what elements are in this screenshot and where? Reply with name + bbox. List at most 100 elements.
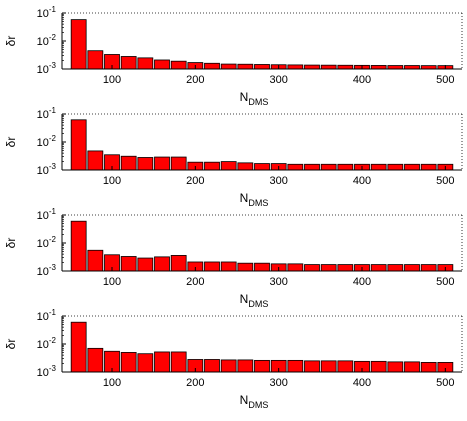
- x-tick-label: 200: [186, 377, 204, 389]
- bar: [237, 262, 254, 272]
- bar: [220, 161, 237, 171]
- chart-panel-1: 100 200 300 400 500 10-1 10-2 10-3 δr NDMS: [4, 5, 463, 107]
- bar: [237, 359, 254, 373]
- x-axis-label: NDMS: [240, 393, 269, 410]
- bar: [254, 163, 270, 171]
- bar: [370, 65, 387, 70]
- bar: [87, 50, 104, 70]
- chart-panel-4: 100 200 300 400 500 10-1 10-2 10-3 δr NDMS: [4, 308, 463, 410]
- bar: [237, 162, 254, 171]
- bar: [154, 156, 170, 171]
- chart-panel-3: 100 200 300 400 500 10-1 10-2 10-3 δr NDMS: [4, 207, 463, 309]
- bar: [204, 161, 220, 171]
- y-tick-label: 10-2: [37, 336, 57, 351]
- y-tick-label: 10-3: [37, 364, 57, 379]
- chart-panel-2: 100 200 300 400 500 10-1 10-2 10-3 δr NDMS: [4, 106, 463, 208]
- x-tick-label: 300: [269, 377, 287, 389]
- y-tick-label: 10-3: [37, 61, 57, 76]
- bar: [404, 65, 420, 70]
- x-tick-label: 500: [436, 175, 454, 187]
- bar: [170, 156, 187, 171]
- bar: [304, 360, 320, 373]
- bar: [154, 256, 170, 272]
- x-tick-label: 100: [103, 377, 121, 389]
- bar: [170, 255, 187, 272]
- x-tick-label: 200: [186, 175, 204, 187]
- x-tick-label: 100: [103, 276, 121, 288]
- bar: [320, 163, 337, 171]
- x-tick-label: 400: [353, 276, 371, 288]
- bar: [137, 157, 154, 171]
- y-tick-label: 10-1: [37, 106, 57, 121]
- bar: [304, 64, 320, 70]
- x-tick-label: 100: [103, 74, 121, 86]
- bar: [337, 64, 354, 70]
- bar: [254, 64, 270, 70]
- bar: [370, 360, 387, 373]
- bar: [304, 264, 320, 272]
- bar: [237, 63, 254, 70]
- bar: [420, 163, 437, 171]
- bar: [337, 264, 354, 272]
- x-tick-label: 400: [353, 377, 371, 389]
- bar: [87, 347, 104, 373]
- bar: [170, 351, 187, 373]
- x-tick-label: 200: [186, 74, 204, 86]
- y-tick-label: 10-1: [37, 207, 57, 222]
- y-axis-label: δr: [4, 238, 18, 249]
- y-axis-label: δr: [4, 339, 18, 350]
- bar: [220, 359, 237, 373]
- x-tick-label: 500: [436, 74, 454, 86]
- bar: [220, 63, 237, 70]
- x-tick-label: 300: [269, 74, 287, 86]
- bar: [204, 359, 220, 373]
- bar: [387, 163, 404, 171]
- y-tick-label: 10-1: [37, 5, 57, 20]
- x-axis-label: NDMS: [240, 292, 269, 309]
- bar: [320, 360, 337, 373]
- bar: [170, 60, 187, 70]
- bar: [70, 321, 87, 373]
- bar: [120, 352, 137, 373]
- bar: [404, 264, 420, 272]
- x-tick-label: 200: [186, 276, 204, 288]
- bar: [287, 359, 304, 373]
- x-tick-label: 500: [436, 276, 454, 288]
- bar: [204, 62, 220, 70]
- x-tick-label: 100: [103, 175, 121, 187]
- x-axis-label: NDMS: [240, 191, 269, 208]
- bar: [337, 163, 354, 171]
- y-tick-label: 10-1: [37, 308, 57, 323]
- bar: [304, 163, 320, 171]
- bar: [420, 65, 437, 70]
- bar: [287, 64, 304, 70]
- bar: [120, 256, 137, 272]
- bar: [420, 362, 437, 373]
- bar: [387, 264, 404, 272]
- y-axis-label: δr: [4, 137, 18, 148]
- x-tick-label: 500: [436, 377, 454, 389]
- bar: [254, 262, 270, 272]
- bar: [220, 261, 237, 272]
- bar: [87, 150, 104, 171]
- y-tick-label: 10-2: [37, 235, 57, 250]
- bar: [70, 119, 87, 171]
- bar: [370, 264, 387, 272]
- y-tick-label: 10-3: [37, 263, 57, 278]
- bar: [70, 220, 87, 272]
- y-tick-label: 10-2: [37, 33, 57, 48]
- bar: [137, 257, 154, 272]
- bar: [404, 163, 420, 171]
- bar: [287, 263, 304, 272]
- bar: [370, 163, 387, 171]
- x-axis-label: NDMS: [240, 90, 269, 107]
- bar: [420, 264, 437, 272]
- y-axis-label: δr: [4, 36, 18, 47]
- x-tick-label: 400: [353, 175, 371, 187]
- bar: [70, 19, 87, 70]
- bar: [320, 264, 337, 272]
- bar: [254, 359, 270, 373]
- bar: [120, 155, 137, 171]
- bar: [204, 261, 220, 272]
